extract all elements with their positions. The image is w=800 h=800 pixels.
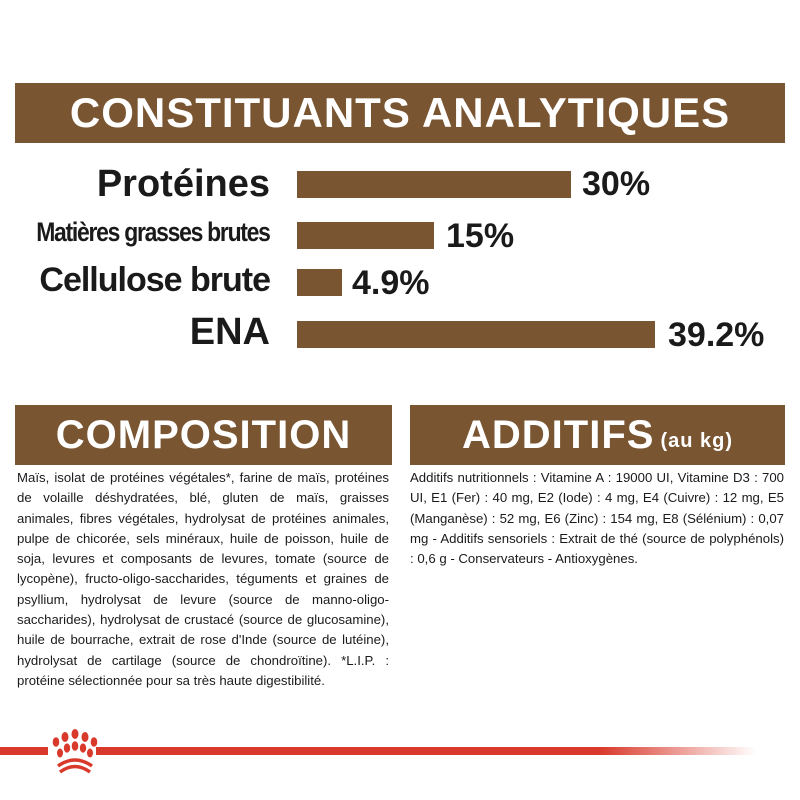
value-cellulose: 4.9% [352,264,430,302]
value-matieres-grasses: 15% [446,217,515,255]
row-label-proteines: Protéines [96,163,270,205]
bar-cellulose-brute [297,269,342,296]
additifs-title: ADDITIFS [462,412,655,457]
royal-crown-logo-icon [52,729,98,774]
row-label-ena: ENA [189,311,270,353]
footer-red-line-fade [496,747,756,755]
bar-matieres-grasses-brutes [297,222,434,249]
additifs-text: Additifs nutritionnels : Vitamine A : 19… [410,470,784,567]
composition-header: COMPOSITION [15,405,392,465]
row-label-matieres-grasses: Matières grasses brutes [36,217,272,247]
row-label-cellulose: Cellulose brute [39,261,271,299]
analytical-header: CONSTITUANTS ANALYTIQUES [15,83,785,143]
bar-ena [297,321,655,348]
additifs-header: ADDITIFS (au kg) [410,405,785,465]
composition-text: Maïs, isolat de protéines végétales*, fa… [17,470,389,688]
footer-red-line-left [0,747,48,755]
value-ena: 39.2% [668,316,765,354]
footer-red-line-right [96,747,496,755]
bar-proteines [297,171,571,198]
additifs-subtitle: (au kg) [660,430,733,452]
value-proteines: 30% [582,165,651,203]
